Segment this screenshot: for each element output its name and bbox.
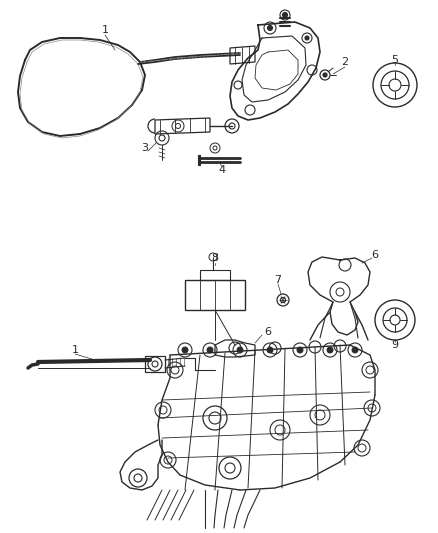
Text: 7: 7 — [275, 275, 282, 285]
Text: 6: 6 — [265, 327, 272, 337]
Text: 9: 9 — [392, 340, 399, 350]
Circle shape — [297, 347, 303, 353]
Circle shape — [267, 347, 273, 353]
Circle shape — [268, 26, 272, 30]
Text: 1: 1 — [102, 25, 109, 35]
Circle shape — [323, 73, 327, 77]
Circle shape — [182, 347, 188, 353]
Text: 5: 5 — [392, 55, 399, 65]
Polygon shape — [198, 155, 200, 165]
Text: 3: 3 — [141, 143, 148, 153]
Text: 2: 2 — [342, 57, 349, 67]
Circle shape — [327, 347, 333, 353]
Text: 8: 8 — [212, 253, 219, 263]
Circle shape — [352, 347, 358, 353]
Circle shape — [305, 36, 309, 40]
Text: 1: 1 — [71, 345, 78, 355]
Text: 4: 4 — [219, 165, 226, 175]
Circle shape — [207, 347, 213, 353]
Circle shape — [237, 347, 243, 353]
Text: 6: 6 — [371, 250, 378, 260]
Circle shape — [283, 12, 287, 18]
